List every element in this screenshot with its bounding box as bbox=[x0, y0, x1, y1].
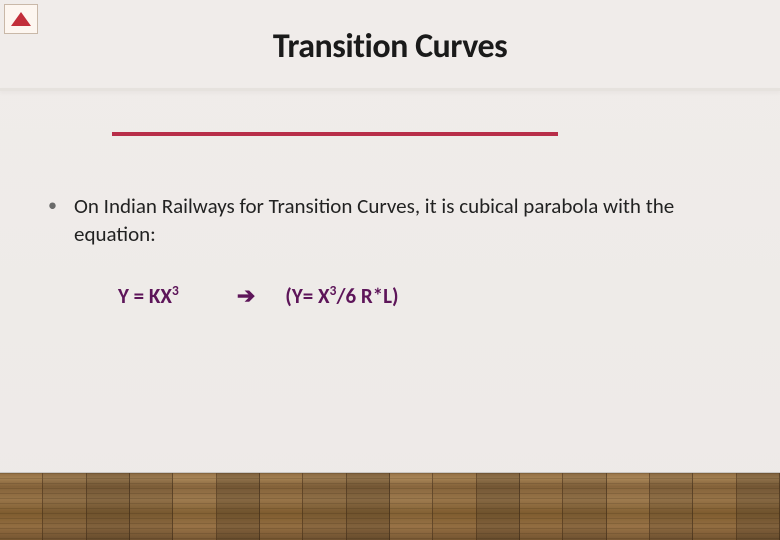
floor-plank bbox=[563, 473, 606, 540]
wood-floor-decoration bbox=[0, 472, 780, 540]
equation-primary: Y = KX3 bbox=[118, 283, 179, 309]
floor-plank bbox=[390, 473, 433, 540]
equation-primary-exp: 3 bbox=[172, 282, 179, 299]
floor-plank bbox=[650, 473, 693, 540]
floor-plank bbox=[520, 473, 563, 540]
slide-title: Transition Curves bbox=[0, 26, 780, 67]
header-shadow bbox=[0, 88, 780, 91]
equation-secondary-close: /6 R*L) bbox=[336, 283, 398, 309]
bullet-marker-icon: • bbox=[48, 192, 74, 249]
floor-plank bbox=[43, 473, 86, 540]
equation-secondary-open: (Y= X bbox=[285, 283, 329, 309]
floor-plank bbox=[217, 473, 260, 540]
floor-plank bbox=[693, 473, 736, 540]
floor-plank bbox=[173, 473, 216, 540]
floor-plank bbox=[477, 473, 520, 540]
equation-secondary: (Y= X3/6 R*L) bbox=[285, 283, 398, 309]
floor-plank bbox=[130, 473, 173, 540]
floor-plank bbox=[607, 473, 650, 540]
floor-plank bbox=[0, 473, 43, 540]
floor-plank bbox=[303, 473, 346, 540]
bullet-item: • On Indian Railways for Transition Curv… bbox=[48, 192, 744, 249]
floor-plank bbox=[433, 473, 476, 540]
equation-primary-base: Y = KX bbox=[118, 283, 172, 309]
floor-plank bbox=[87, 473, 130, 540]
floor-plank bbox=[260, 473, 303, 540]
floor-plank bbox=[737, 473, 780, 540]
floor-plank bbox=[347, 473, 390, 540]
equation-row: Y = KX3 ➔ (Y= X3/6 R*L) bbox=[118, 282, 399, 309]
arrow-right-icon: ➔ bbox=[237, 282, 255, 309]
accent-underline bbox=[112, 132, 558, 136]
bullet-text: On Indian Railways for Transition Curves… bbox=[74, 192, 744, 249]
content-area: • On Indian Railways for Transition Curv… bbox=[48, 192, 744, 249]
logo-triangle-icon bbox=[11, 12, 31, 26]
